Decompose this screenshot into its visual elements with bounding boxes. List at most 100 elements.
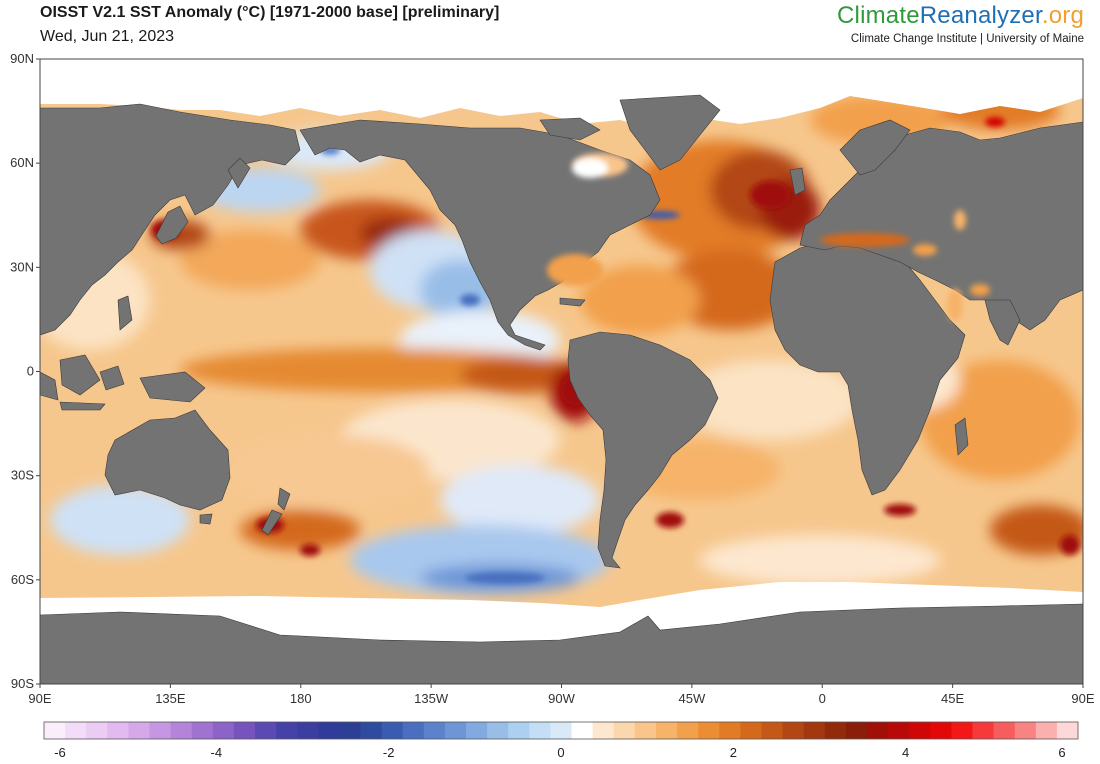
colorbar-swatch — [698, 722, 720, 739]
colorbar-swatch — [761, 722, 784, 739]
brand-reanalyzer: Reanalyzer — [919, 2, 1042, 29]
lat-label: 30S — [11, 468, 34, 483]
colorbar-swatch — [592, 722, 615, 739]
colorbar-swatch — [888, 722, 910, 739]
lat-label: 90S — [11, 676, 34, 691]
colorbar-swatch — [782, 722, 805, 739]
colorbar-swatch — [360, 722, 383, 739]
lon-label: 180 — [290, 691, 312, 706]
land-canada-arctic — [539, 117, 601, 141]
colorbar-swatch — [402, 722, 425, 739]
land-kamchatka — [227, 157, 251, 189]
colorbar-swatch — [613, 722, 636, 739]
colorbar-swatch — [550, 722, 573, 739]
brand-climate: Climate — [837, 2, 920, 29]
lon-label: 90E — [28, 691, 51, 706]
colorbar-tick-label: -4 — [211, 745, 223, 760]
colorbar-swatch — [740, 722, 762, 739]
colorbar-swatch — [677, 722, 699, 739]
colorbar-swatch — [423, 722, 446, 739]
land-masses — [40, 94, 1083, 684]
colorbar-swatch — [1035, 722, 1058, 739]
colorbar-swatch — [128, 722, 151, 739]
colorbar-swatch — [65, 722, 87, 739]
land-japan — [155, 205, 189, 245]
brand-affiliation: Climate Change Institute | University of… — [850, 33, 1084, 45]
colorbar-swatch — [107, 722, 129, 739]
colorbar-swatch — [191, 722, 214, 739]
lat-label: 60S — [11, 572, 34, 587]
map-date: Wed, Jun 21, 2023 — [40, 28, 175, 45]
land-new-guinea — [139, 371, 206, 403]
colorbar-swatch — [719, 722, 741, 739]
colorbar-swatch — [529, 722, 551, 739]
colorbar-tick-label: 6 — [1058, 745, 1065, 760]
lat-label: 60N — [10, 155, 34, 170]
colorbar-tick-label: 0 — [557, 745, 564, 760]
colorbar-swatch — [866, 722, 889, 739]
colorbar-swatch — [233, 722, 256, 739]
land-cuba — [559, 297, 586, 307]
land-british-isles — [789, 167, 806, 196]
lat-label: 90N — [10, 51, 34, 66]
lat-label: 0 — [27, 364, 34, 379]
colorbar-swatch — [951, 722, 973, 739]
land-sulawesi — [99, 365, 125, 391]
arctic-sea-ice — [40, 59, 1083, 130]
colorbar-swatch — [1056, 722, 1079, 739]
lon-label: 45E — [941, 691, 964, 706]
colorbar-tick-label: -6 — [54, 745, 66, 760]
lon-label: 135E — [155, 691, 186, 706]
land-scandinavia — [839, 119, 911, 176]
land-north-america — [299, 119, 661, 351]
lon-label: 135W — [414, 691, 449, 706]
lon-label: 90E — [1071, 691, 1094, 706]
colorbar-swatch — [803, 722, 826, 739]
colorbar-swatch — [276, 722, 298, 739]
colorbar-swatch — [571, 722, 594, 739]
land-south-america — [567, 331, 719, 569]
land-sumatra — [40, 371, 59, 401]
land-asia-west — [40, 103, 301, 336]
colorbar-swatch — [487, 722, 509, 739]
lon-label: 0 — [819, 691, 826, 706]
colorbar-swatch — [444, 722, 467, 739]
map-title: OISST V2.1 SST Anomaly (°C) [1971-2000 b… — [40, 4, 500, 21]
colorbar-swatch — [972, 722, 995, 739]
land-australia — [104, 409, 231, 511]
colorbar-swatch — [339, 722, 362, 739]
brand-logo[interactable]: ClimateReanalyzer.org — [837, 2, 1084, 30]
colorbar-swatch — [634, 722, 657, 739]
lat-label: 30N — [10, 259, 34, 274]
colorbar-tick-label: 4 — [902, 745, 909, 760]
colorbar-swatch — [212, 722, 235, 739]
map-field — [40, 59, 1083, 684]
colorbar-swatch — [993, 722, 1016, 739]
colorbar-border — [43, 721, 1079, 740]
land-nz-north — [277, 487, 291, 511]
colorbar-swatch — [170, 722, 193, 739]
land-tasmania — [199, 513, 213, 525]
colorbar-swatch — [44, 722, 66, 739]
land-madagascar — [954, 417, 969, 456]
colorbar-swatch — [845, 722, 868, 739]
colorbar-swatch — [86, 722, 108, 739]
colorbar-swatch — [909, 722, 931, 739]
colorbar-swatch — [655, 722, 678, 739]
colorbar-swatch — [297, 722, 319, 739]
colorbar-swatch — [318, 722, 340, 739]
land-borneo — [59, 354, 101, 396]
colorbar: -6 -4 -2 0 2 4 6 — [43, 721, 1079, 760]
colorbar-swatch — [381, 722, 404, 739]
land-nz-south — [261, 509, 283, 536]
land-java — [59, 401, 106, 411]
colorbar-swatch — [930, 722, 952, 739]
colorbar-swatch — [824, 722, 847, 739]
land-greenland — [619, 94, 721, 171]
colorbar-swatch — [466, 722, 488, 739]
colorbar-swatch — [1014, 722, 1037, 739]
lon-label: 45W — [679, 691, 706, 706]
colorbar-tick-label: 2 — [730, 745, 737, 760]
